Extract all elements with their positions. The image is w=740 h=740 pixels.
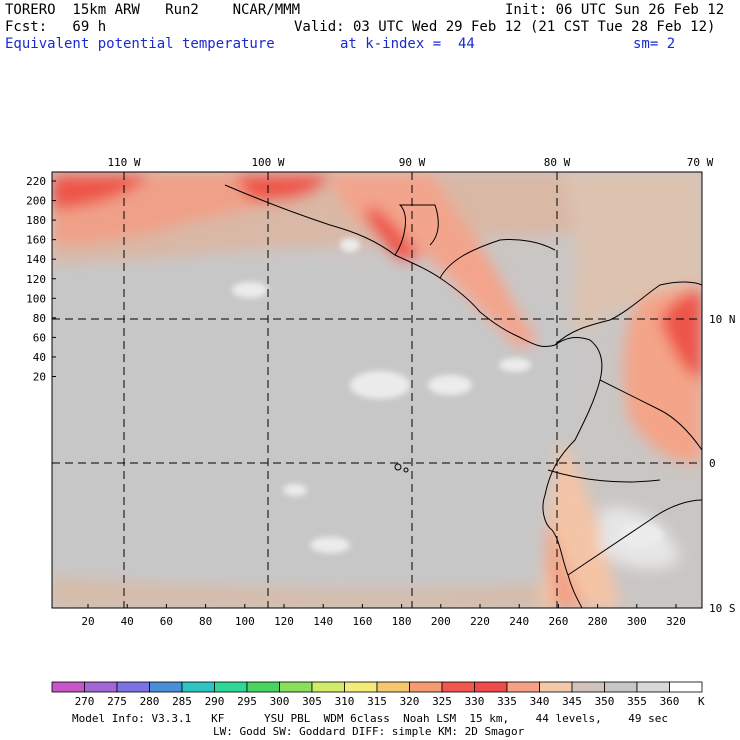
legend-swatch bbox=[636, 681, 670, 693]
x-grid-label: 20 bbox=[81, 615, 94, 628]
lon-label-110w: 110 W bbox=[107, 156, 140, 169]
lat-label-10n: 10 N bbox=[709, 313, 736, 326]
color-legend: 270 275 280 285 290 295 300 305 310 315 320 325 330 3… bbox=[51, 681, 703, 708]
legend-value: 270 bbox=[75, 695, 95, 708]
legend-value: 355 bbox=[627, 695, 647, 708]
x-grid-label: 80 bbox=[199, 615, 212, 628]
y-grid-label: 140 bbox=[26, 253, 46, 266]
model-info: Model Info: V3.3.1 KF YSU PBL WDM 6class… bbox=[72, 712, 669, 725]
init-time: Init: 06 UTC Sun 26 Feb 12 bbox=[505, 2, 725, 18]
lon-label-100w: 100 W bbox=[251, 156, 284, 169]
legend-value: 360 bbox=[660, 695, 680, 708]
x-grid-label: 100 bbox=[235, 615, 255, 628]
x-grid-label: 160 bbox=[352, 615, 372, 628]
legend-value: 280 bbox=[140, 695, 160, 708]
legend-value: 295 bbox=[237, 695, 257, 708]
legend-swatch bbox=[344, 681, 378, 693]
x-grid-label: 260 bbox=[548, 615, 568, 628]
legend-value: 310 bbox=[335, 695, 355, 708]
legend-value: 340 bbox=[530, 695, 550, 708]
lat-label-10s: 10 S bbox=[709, 602, 736, 615]
legend-swatch bbox=[376, 681, 410, 693]
y-grid-label: 160 bbox=[26, 234, 46, 247]
legend-swatch bbox=[51, 681, 85, 693]
x-grid-label: 180 bbox=[392, 615, 412, 628]
x-grid-label: 120 bbox=[274, 615, 294, 628]
legend-value: 325 bbox=[432, 695, 452, 708]
legend-swatch bbox=[84, 681, 118, 693]
y-grid-label: 200 bbox=[26, 195, 46, 208]
legend-swatch bbox=[246, 681, 280, 693]
y-grid-label: 180 bbox=[26, 214, 46, 227]
theta-e-field bbox=[52, 172, 702, 608]
legend-value: 335 bbox=[497, 695, 517, 708]
smoothing: sm= 2 bbox=[633, 36, 676, 52]
legend-value: 275 bbox=[107, 695, 127, 708]
legend-value: 290 bbox=[205, 695, 225, 708]
model-title: TORERO 15km ARW Run2 NCAR/MMM bbox=[5, 2, 301, 18]
y-grid-label: 40 bbox=[33, 351, 46, 364]
legend-swatch bbox=[279, 681, 313, 693]
legend-swatch bbox=[149, 681, 183, 693]
lon-label-80w: 80 W bbox=[544, 156, 571, 169]
legend-unit: K bbox=[698, 695, 705, 708]
field-name: Equivalent potential temperature bbox=[5, 36, 275, 52]
legend-swatch bbox=[571, 681, 605, 693]
legend-swatch bbox=[441, 681, 475, 693]
legend-swatch bbox=[409, 681, 443, 693]
legend-swatch bbox=[604, 681, 638, 693]
legend-swatch bbox=[116, 681, 150, 693]
lon-label-70w: 70 W bbox=[687, 156, 714, 169]
x-grid-label: 140 bbox=[313, 615, 333, 628]
y-grid-label: 20 bbox=[33, 371, 46, 384]
legend-swatch bbox=[214, 681, 248, 693]
x-grid-label: 240 bbox=[509, 615, 529, 628]
x-grid-label: 220 bbox=[470, 615, 490, 628]
y-grid-label: 80 bbox=[33, 312, 46, 325]
legend-value: 305 bbox=[302, 695, 322, 708]
legend-value: 315 bbox=[367, 695, 387, 708]
legend-value: 330 bbox=[465, 695, 485, 708]
legend-swatch bbox=[506, 681, 540, 693]
legend-value: 350 bbox=[595, 695, 615, 708]
legend-swatch bbox=[669, 681, 703, 693]
physics-info: LW: Godd SW: Goddard DIFF: simple KM: 2D… bbox=[213, 725, 525, 738]
legend-swatch bbox=[181, 681, 215, 693]
x-grid-label: 280 bbox=[588, 615, 608, 628]
legend-value: 345 bbox=[562, 695, 582, 708]
lat-label-0: 0 bbox=[709, 457, 716, 470]
forecast-hour: Fcst: 69 h bbox=[5, 19, 107, 35]
legend-value: 300 bbox=[270, 695, 290, 708]
x-grid-label: 300 bbox=[627, 615, 647, 628]
legend-swatch bbox=[311, 681, 345, 693]
x-grid-label: 40 bbox=[121, 615, 134, 628]
valid-time: Valid: 03 UTC Wed 29 Feb 12 (21 CST Tue … bbox=[294, 19, 716, 35]
y-grid-label: 60 bbox=[33, 331, 46, 344]
legend-value: 285 bbox=[172, 695, 192, 708]
x-grid-label: 320 bbox=[666, 615, 686, 628]
legend-value: 320 bbox=[400, 695, 420, 708]
y-grid-label: 100 bbox=[26, 292, 46, 305]
x-grid-label: 60 bbox=[160, 615, 173, 628]
legend-swatch bbox=[474, 681, 508, 693]
level-index: at k-index = 44 bbox=[340, 36, 475, 52]
lon-label-90w: 90 W bbox=[399, 156, 426, 169]
x-grid-label: 200 bbox=[431, 615, 451, 628]
y-grid-label: 120 bbox=[26, 273, 46, 286]
y-grid-label: 220 bbox=[26, 175, 46, 188]
legend-swatch bbox=[539, 681, 573, 693]
